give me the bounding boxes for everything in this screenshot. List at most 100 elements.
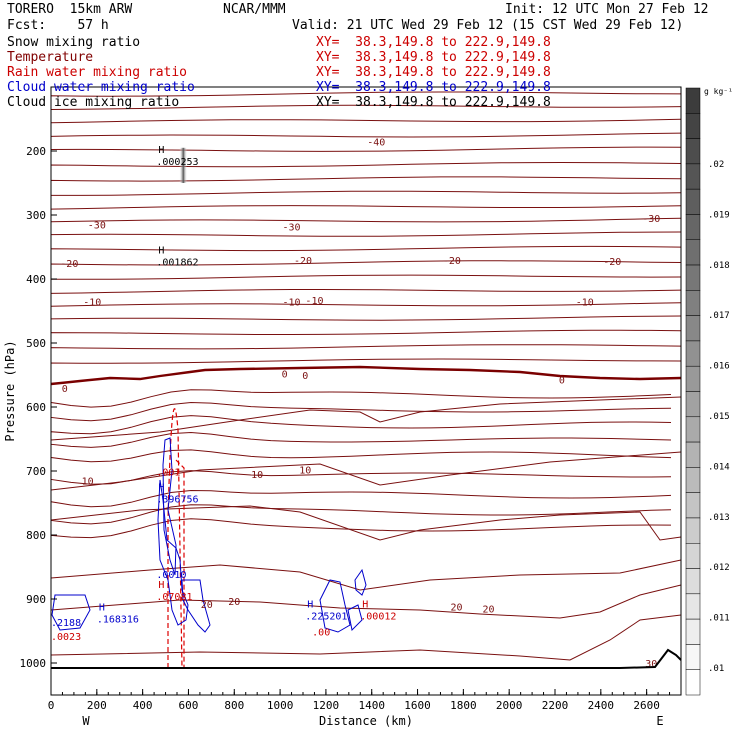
temp-contour	[50, 190, 682, 198]
cloud-water-contour	[347, 604, 363, 632]
contour-labels: -40 -30 -30 -30 -20 -20 -20 -20 -10 -10 -10 -10 0 0 0 0…	[51, 137, 660, 670]
plot-frame	[50, 86, 682, 696]
colorbar-unit: g kg⁻¹	[704, 87, 733, 96]
colorbar-swatch	[685, 517, 701, 544]
extremum-value: .2188	[51, 618, 81, 629]
y-axis-label: Pressure (hPa)	[3, 340, 17, 441]
y-tick-label: 800	[26, 529, 46, 542]
temperature-label: 0	[559, 375, 565, 386]
y-tick-label: 200	[26, 145, 46, 158]
colorbar-swatch	[685, 543, 701, 569]
extremum-value: .0010	[156, 570, 186, 581]
rain-contour	[167, 408, 183, 669]
temp-contour	[50, 489, 672, 510]
field-xy-1: XY= 38.3,149.8 to 222.9,149.8	[316, 50, 551, 65]
field-xy-3: XY= 38.3,149.8 to 222.9,149.8	[316, 80, 551, 95]
colorbar-swatch	[685, 264, 701, 291]
x-tick-label: 400	[133, 699, 153, 712]
temperature-label: 20	[450, 603, 462, 614]
extremum-value: .001	[156, 467, 180, 478]
temperature-label: -30	[88, 221, 106, 232]
terrain-line	[51, 648, 682, 669]
extremum-value: .000253	[156, 157, 198, 168]
x-tick-label: 1400	[358, 699, 385, 712]
colorbar-tick-label: .01	[708, 664, 724, 674]
cloud-water-contour	[157, 479, 189, 626]
colorbar-swatch	[685, 467, 701, 493]
temperature-label: 30	[645, 659, 657, 670]
east-label: E	[656, 714, 663, 728]
temp-contour	[50, 245, 682, 254]
extremum-marker: H	[99, 603, 105, 614]
cloud-water-contour	[319, 579, 351, 633]
extremum-value: .168316	[97, 615, 139, 626]
x-tick-label: 2200	[542, 699, 569, 712]
zero-degree-contour	[50, 365, 682, 386]
colorbar: g kg⁻¹ .02 .019 .018 .017 .016 .015 .014 .013 .01…	[685, 87, 733, 696]
colorbar-swatch	[685, 87, 701, 114]
temp-contour	[50, 518, 672, 543]
temp-contour	[50, 91, 682, 99]
temp-contour	[50, 470, 672, 490]
y-tick-label: 1000	[20, 657, 47, 670]
west-label: W	[82, 714, 90, 728]
temp-contour	[50, 231, 682, 240]
y-tick-label: 700	[26, 465, 46, 478]
temp-contour	[50, 344, 682, 352]
colorbar-swatch	[685, 290, 701, 316]
temp-contour	[50, 118, 682, 126]
temperature-label: 10	[299, 466, 311, 477]
temperature-label: 20	[483, 605, 495, 616]
y-tick-label: 400	[26, 273, 46, 286]
colorbar-swatch	[685, 568, 701, 595]
temp-contour	[50, 614, 682, 661]
cloud-water-contour	[51, 594, 91, 631]
temperature-label: 0	[282, 370, 288, 381]
x-tick-label: 600	[179, 699, 199, 712]
extremum-value: .00012	[360, 611, 396, 622]
x-tick-label: 200	[87, 699, 107, 712]
temp-contour	[50, 176, 682, 184]
temp-contour	[50, 584, 682, 619]
model-name: TORERO 15km ARW	[7, 2, 133, 17]
y-tick-label: 600	[26, 401, 46, 414]
temperature-label: -40	[367, 137, 385, 148]
temp-contour	[50, 401, 672, 425]
x-tick-label: 1200	[313, 699, 340, 712]
x-axis-label: Distance (km)	[319, 714, 413, 728]
temp-contour	[50, 431, 672, 455]
temp-contour	[50, 205, 682, 212]
temperature-label: 0	[302, 371, 308, 382]
temp-contour	[50, 329, 682, 338]
x-tick-label: 2600	[633, 699, 660, 712]
colorbar-tick-label: .014	[708, 462, 730, 472]
colorbar-tick-label: .017	[708, 311, 730, 321]
field-xy-0: XY= 38.3,149.8 to 222.9,149.8	[316, 35, 551, 50]
colorbar-swatch	[685, 340, 701, 367]
temperature-label: -10	[576, 297, 594, 308]
temperature-label: 20	[228, 597, 240, 608]
extremum-marker: H	[158, 580, 164, 591]
colorbar-swatch	[685, 618, 701, 645]
x-tick-label: 0	[48, 699, 55, 712]
colorbar-swatch	[685, 214, 701, 240]
temperature-label: -10	[283, 297, 301, 308]
colorbar-tick-label: .018	[708, 261, 730, 271]
extremum-value: .0023	[51, 632, 81, 643]
colorbar-tick-label: .013	[708, 513, 730, 523]
extremum-value: .225201	[305, 611, 347, 622]
x-tick-label: 1000	[267, 699, 294, 712]
temp-contour	[50, 289, 682, 296]
temperature-label: 0	[62, 384, 68, 395]
temp-contour	[50, 396, 682, 441]
temp-contour	[50, 161, 682, 170]
colorbar-swatch	[685, 365, 701, 392]
temperature-label: -10	[305, 296, 323, 307]
colorbar-tick-label: .016	[708, 362, 730, 372]
temp-contour	[50, 274, 682, 282]
init-time: Init: 12 UTC Mon 27 Feb 12	[505, 2, 709, 17]
colorbar-tick-label: .019	[708, 210, 730, 220]
x-tick-label: 1800	[450, 699, 477, 712]
temperature-label: 10	[251, 470, 263, 481]
